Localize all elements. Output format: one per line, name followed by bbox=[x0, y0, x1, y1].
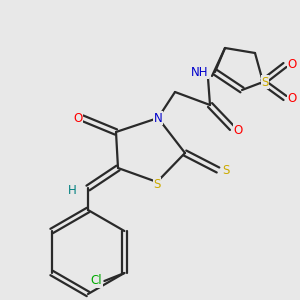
Text: S: S bbox=[153, 178, 161, 190]
Text: O: O bbox=[233, 124, 243, 136]
Text: O: O bbox=[74, 112, 82, 124]
Text: O: O bbox=[287, 58, 297, 71]
Text: S: S bbox=[222, 164, 230, 176]
Text: S: S bbox=[261, 76, 269, 88]
Text: NH: NH bbox=[191, 65, 209, 79]
Text: Cl: Cl bbox=[91, 274, 102, 287]
Text: H: H bbox=[68, 184, 76, 196]
Text: N: N bbox=[154, 112, 162, 124]
Text: O: O bbox=[287, 92, 297, 104]
